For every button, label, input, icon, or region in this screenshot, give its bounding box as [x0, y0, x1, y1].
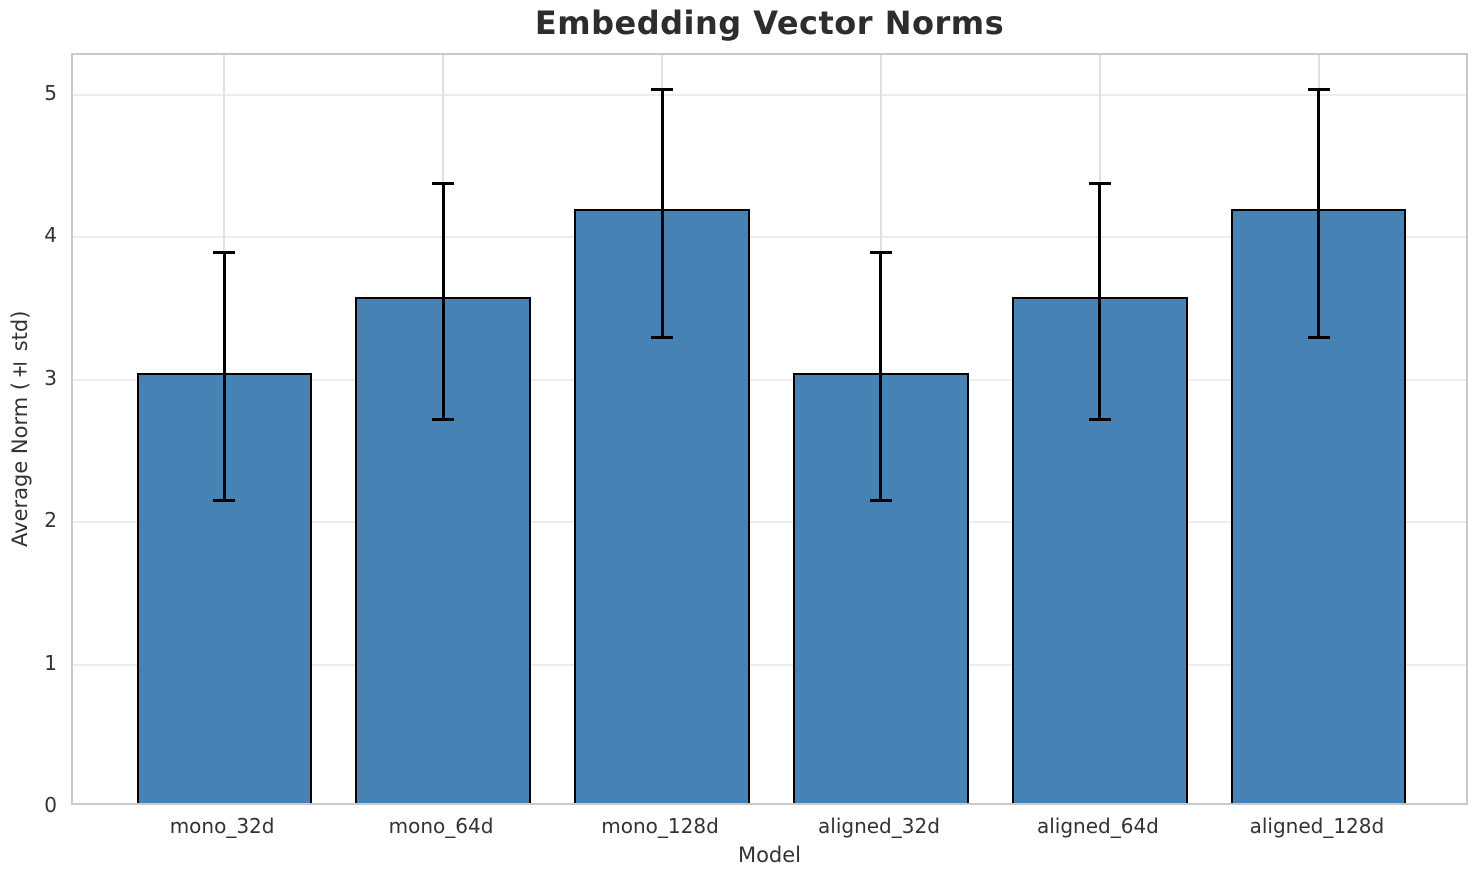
error-bar-aligned_64d: [1098, 183, 1102, 420]
error-cap-top-aligned_128d: [1307, 87, 1330, 91]
error-cap-top-mono_128d: [651, 87, 674, 91]
y-tick-label: 4: [44, 223, 57, 248]
h-gridline: [73, 521, 1466, 524]
error-bar-aligned_32d: [879, 252, 883, 501]
chart-title: Embedding Vector Norms: [534, 4, 1005, 42]
error-cap-bottom-aligned_64d: [1088, 418, 1111, 422]
error-cap-top-mono_64d: [432, 181, 455, 185]
y-tick-label: 5: [44, 80, 57, 105]
y-tick-label: 2: [44, 508, 57, 533]
error-cap-bottom-mono_32d: [213, 499, 236, 503]
error-cap-top-mono_32d: [213, 251, 236, 255]
error-cap-top-aligned_64d: [1088, 181, 1111, 185]
y-tick-label: 0: [44, 793, 57, 817]
plot-area: [71, 53, 1468, 805]
error-bar-mono_32d: [222, 252, 226, 501]
x-tick-label: aligned_128d: [1249, 814, 1385, 838]
h-gridline: [73, 236, 1466, 239]
x-tick-label: aligned_64d: [1036, 814, 1159, 838]
error-cap-bottom-aligned_32d: [869, 499, 892, 503]
error-cap-bottom-mono_64d: [432, 418, 455, 422]
x-axis-label: Model: [737, 843, 802, 867]
error-bar-mono_128d: [660, 89, 664, 337]
error-cap-bottom-aligned_128d: [1307, 335, 1330, 339]
y-tick-label: 1: [44, 650, 57, 675]
h-gridline: [73, 378, 1466, 381]
error-cap-top-aligned_32d: [869, 251, 892, 255]
error-bar-aligned_128d: [1317, 89, 1321, 337]
y-axis-label: Average Norm (± std): [8, 310, 32, 548]
x-tick-label: mono_64d: [388, 814, 494, 838]
x-tick-label: mono_32d: [169, 814, 275, 838]
h-gridline: [73, 663, 1466, 666]
error-cap-bottom-mono_128d: [651, 335, 674, 339]
h-gridline: [73, 93, 1466, 96]
x-tick-label: aligned_32d: [818, 814, 940, 838]
y-tick-label: 3: [44, 365, 57, 390]
error-bar-mono_64d: [441, 183, 445, 420]
x-tick-label: mono_128d: [601, 814, 719, 838]
